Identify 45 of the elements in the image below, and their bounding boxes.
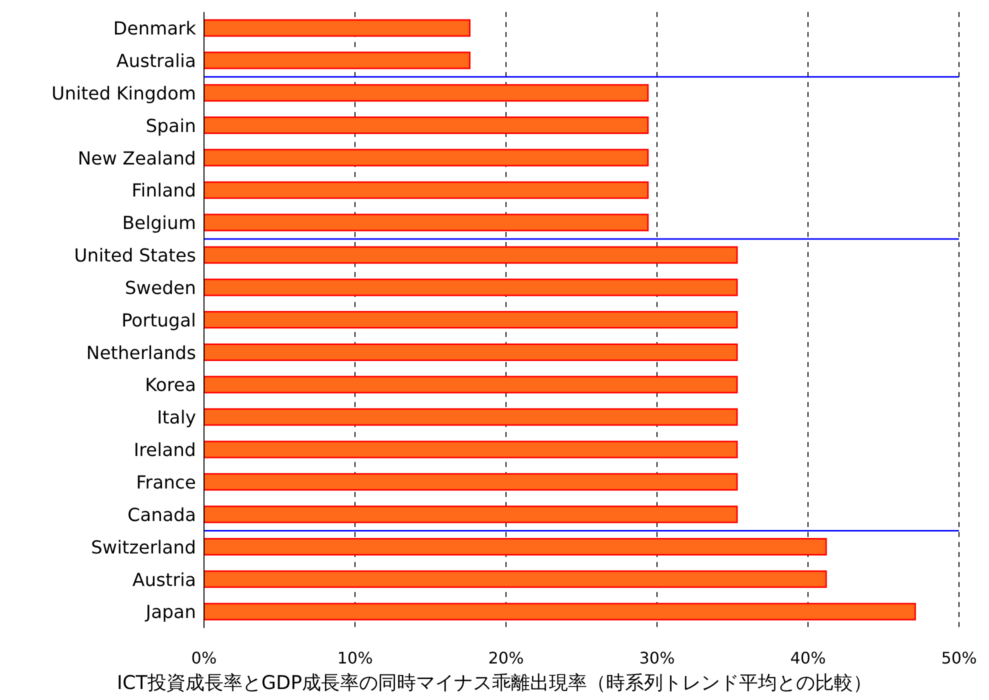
bar (204, 148, 649, 166)
y-tick-label: Finland (132, 180, 196, 202)
bar (204, 116, 649, 134)
y-tick-label: Italy (156, 408, 196, 429)
x-tick-label: 40% (790, 648, 826, 668)
bar (204, 376, 738, 394)
x-tick-label: 0% (191, 648, 217, 668)
bar (204, 538, 827, 556)
bar (204, 343, 738, 361)
bar (204, 214, 649, 232)
y-tick-label: Belgium (122, 213, 196, 234)
bar (204, 52, 471, 70)
y-tick-label: Sweden (124, 278, 196, 299)
y-tick-label: Korea (144, 375, 196, 396)
y-tick-label: New Zealand (78, 148, 196, 170)
bar (204, 570, 827, 588)
y-tick-label: Ireland (134, 440, 196, 462)
bar (204, 181, 649, 199)
y-tick-label: Netherlands (86, 342, 196, 364)
bar (204, 278, 738, 296)
y-tick-label: Australia (116, 51, 196, 72)
bar (204, 408, 738, 426)
y-tick-label: United States (74, 246, 196, 267)
y-tick-label: Canada (128, 504, 196, 526)
x-tick-label: 50% (941, 648, 977, 668)
bar (204, 602, 916, 620)
bar (204, 19, 471, 37)
y-tick-label: Japan (144, 602, 196, 624)
y-tick-label: France (136, 472, 196, 494)
y-tick-label: United Kingdom (52, 83, 196, 104)
y-tick-label: Denmark (113, 18, 197, 40)
bar (204, 246, 738, 264)
bar (204, 84, 649, 102)
y-tick-label: Spain (146, 116, 196, 137)
bar (204, 440, 738, 458)
x-tick-label: 30% (639, 648, 675, 668)
x-tick-label: 20% (488, 648, 524, 668)
y-tick-label: Portugal (121, 310, 196, 332)
bar (204, 473, 738, 491)
y-tick-label: Switzerland (91, 537, 196, 558)
x-tick-label: 10% (337, 648, 373, 668)
bar (204, 311, 738, 329)
bar (204, 506, 738, 524)
text: ICT投資成長率とGDP成長率の同時マイナス乖離出現率（時系列トレンド平均との比較） (116, 671, 874, 696)
y-tick-label: Austria (132, 570, 196, 591)
